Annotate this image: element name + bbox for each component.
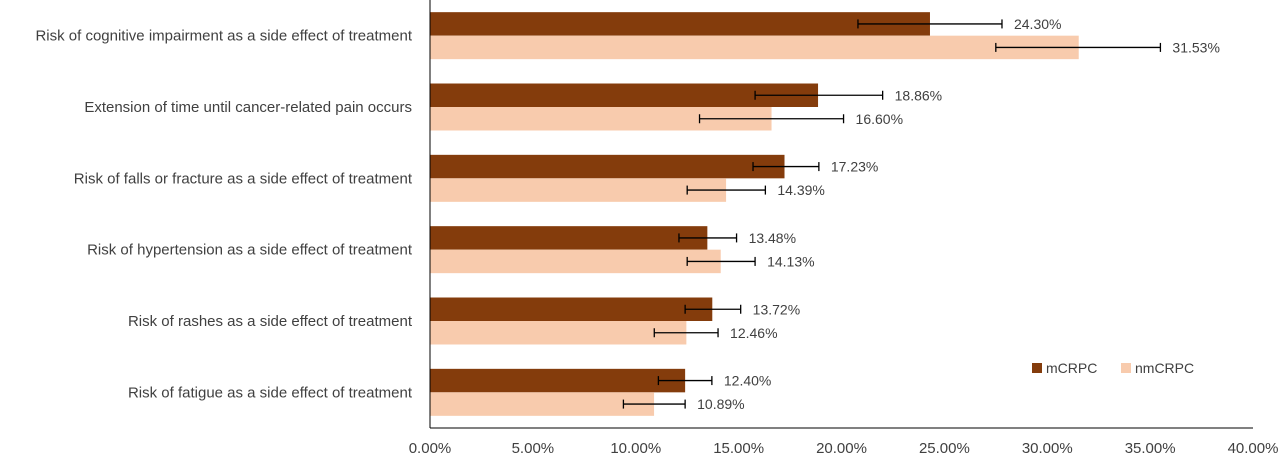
data-label: 14.39%	[777, 182, 824, 198]
bar-nmcrpc	[430, 249, 721, 274]
data-label: 13.72%	[753, 301, 800, 317]
bar-mcrpc	[430, 226, 708, 250]
x-tick-label: 15.00%	[713, 440, 764, 455]
x-tick-label: 0.00%	[409, 440, 452, 455]
x-tick-label: 5.00%	[512, 440, 555, 455]
bar-nmcrpc	[430, 35, 1079, 60]
data-label: 18.86%	[895, 87, 942, 103]
x-tick-label: 30.00%	[1022, 440, 1073, 455]
bar-mcrpc	[430, 12, 930, 36]
legend-swatch-nmcrpc	[1121, 363, 1131, 373]
category-label: Risk of hypertension as a side effect of…	[87, 242, 413, 259]
bar-nmcrpc	[430, 178, 727, 202]
plot-area: 24.30% 31.53% 18.86% 16.60% 17.23% 14.39% 13.4…	[430, 12, 1220, 416]
bar-nmcrpc	[430, 107, 772, 131]
data-label: 13.48%	[749, 230, 796, 246]
legend-label: mCRPC	[1046, 360, 1097, 376]
category-label: Risk of rashes as a side effect of treat…	[128, 313, 413, 330]
bar-mcrpc	[430, 83, 819, 107]
legend-label: nmCRPC	[1135, 360, 1194, 376]
category-label: Extension of time until cancer-related p…	[84, 99, 412, 116]
data-label: 14.13%	[767, 253, 814, 269]
bar-nmcrpc	[430, 321, 687, 345]
legend-swatch-mcrpc	[1032, 363, 1042, 373]
data-label: 12.46%	[730, 325, 777, 341]
x-tick-label: 35.00%	[1125, 440, 1176, 455]
category-label: Risk of fatigue as a side effect of trea…	[128, 384, 413, 401]
bar-nmcrpc	[430, 392, 655, 416]
x-tick-label: 25.00%	[919, 440, 970, 455]
legend: mCRPC nmCRPC	[1032, 360, 1194, 376]
x-tick-label: 40.00%	[1228, 440, 1279, 455]
data-label: 16.60%	[856, 111, 903, 127]
data-label: 12.40%	[724, 373, 771, 389]
bar-mcrpc	[430, 297, 713, 321]
data-label: 24.30%	[1014, 16, 1061, 32]
bar-mcrpc	[430, 154, 785, 179]
x-tick-label: 20.00%	[816, 440, 867, 455]
data-label: 31.53%	[1172, 39, 1219, 55]
category-label: Risk of cognitive impairment as a side e…	[35, 28, 412, 45]
x-tick-label: 10.00%	[610, 440, 661, 455]
category-label: Risk of falls or fracture as a side effe…	[74, 170, 413, 187]
data-label: 17.23%	[831, 159, 878, 175]
axes: Risk of cognitive impairment as a side e…	[35, 0, 1278, 455]
data-label: 10.89%	[697, 396, 744, 412]
bar-mcrpc	[430, 368, 686, 393]
